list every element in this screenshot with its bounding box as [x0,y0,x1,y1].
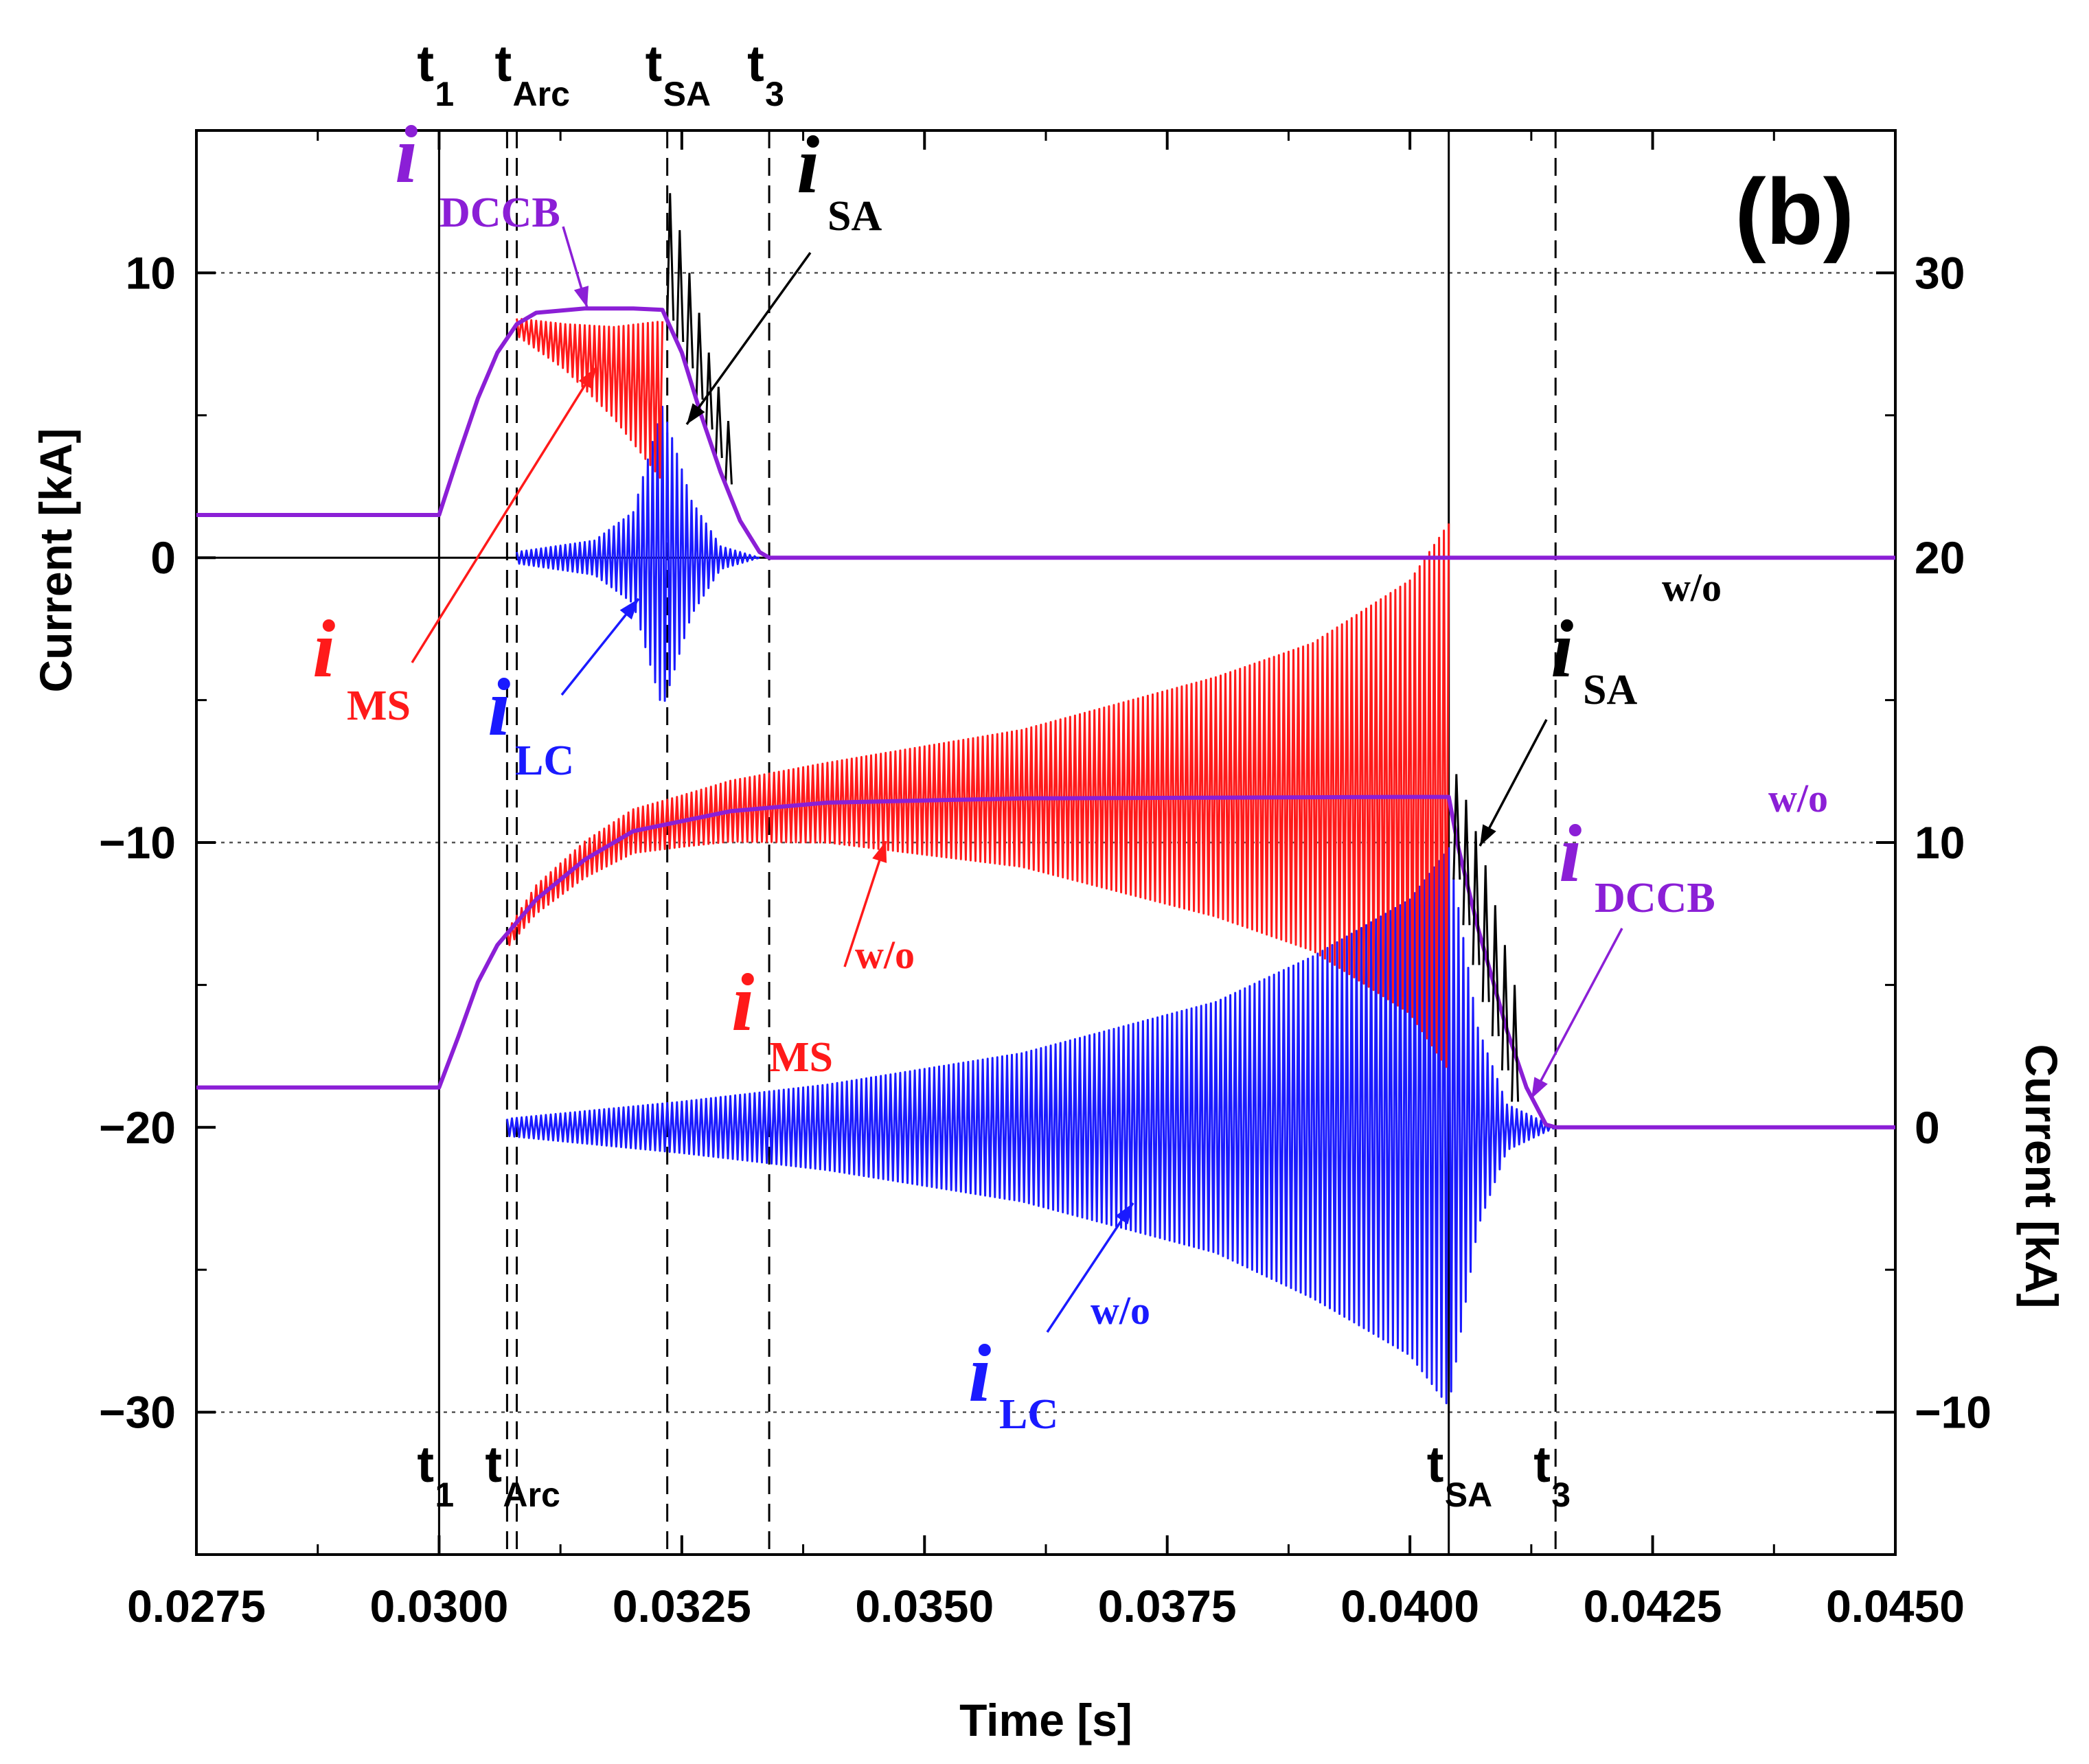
event-marker-label: t [747,35,764,92]
series-label-symbol: i [1551,603,1573,694]
series-label-subscript: LC [515,737,574,784]
grid [196,272,1895,1413]
event-marker-subscript: SA [1445,1476,1492,1514]
series-label-symbol: i [312,603,335,694]
y-right-tick-label: −10 [1915,1387,1991,1438]
series-label-superscript: w/o [1091,1288,1150,1333]
y-right-tick-label: 30 [1915,247,1965,298]
series-label-subscript: SA [827,193,882,240]
series-i-ms [516,318,664,479]
series-label-symbol: i [395,108,418,200]
x-tick-label: 0.0275 [127,1581,266,1631]
y-right-tick-label: 0 [1915,1102,1940,1153]
series-i-lc [516,405,760,702]
event-marker-subscript: 3 [765,75,784,113]
x-axis-title: Time [s] [959,1695,1132,1745]
annotation-arrow [1046,1202,1134,1333]
event-marker-subscript: Arc [513,75,570,113]
y-left-tick-label: −30 [99,1387,176,1438]
event-marker-label: t [417,35,434,92]
x-tick-label: 0.0375 [1098,1581,1237,1631]
series-label-subscript: DCCB [1595,875,1715,921]
event-marker-label: t [646,35,663,92]
annotation-arrowhead [573,286,589,308]
y-left-tick-label: 0 [150,532,176,583]
series-label-subscript: DCCB [440,190,560,236]
event-marker-label: t [1533,1436,1551,1493]
annotation-arrow [685,251,812,426]
series-label-superscript: w/o [1662,565,1722,610]
event-marker-label: t [485,1436,502,1493]
panel-label: (b) [1735,159,1854,264]
annotation-arrowhead [619,599,639,620]
event-marker-subscript: 1 [435,1476,454,1514]
series-i-dccb-wo [196,794,1895,1130]
series-label-symbol: i [731,957,754,1048]
series-label-superscript: w/o [855,932,915,977]
series-label-symbol: i [1559,807,1582,899]
annotation-arrowhead [578,367,596,389]
x-tick-label: 0.0450 [1826,1581,1965,1631]
x-tick-label: 0.0350 [855,1581,994,1631]
series-i-lc-wo [505,847,1556,1405]
annotation-arrowhead [687,403,705,424]
annotation-arrow [1479,719,1548,847]
ticks: 0.0275 0.0300 0.0325 0.0350 0.0375 0.0400 0.04… [99,129,1991,1631]
annotation-arrowhead [1480,824,1496,846]
series-label-subscript: SA [1583,667,1637,713]
annotation-arrow [1530,928,1623,1099]
event-marker-subscript: Arc [503,1476,560,1514]
series-i-sa-wo [1452,774,1520,1102]
series-i-ms-wo [505,523,1450,1068]
annotation-arrow [411,367,597,663]
series-label-symbol: i [797,119,819,210]
event-marker-label: t [495,35,512,92]
y-left-tick-label: 10 [126,247,176,298]
annotation-arrow [843,840,887,967]
event-marker-subscript: 3 [1551,1476,1571,1514]
x-tick-label: 0.0425 [1584,1581,1722,1631]
event-marker-subscript: 1 [435,75,454,113]
x-tick-label: 0.0325 [613,1581,751,1631]
y-right-tick-label: 10 [1915,817,1965,868]
annotation-arrows [411,226,1623,1333]
series [196,193,1895,1405]
series-label-superscript: w/o [1768,776,1828,821]
y-axis-title-left: Current [kA] [30,428,81,692]
series-label-subscript: MS [347,683,411,729]
series-i-sa [666,193,733,485]
y-left-tick-label: −20 [99,1102,176,1153]
annotation-arrowhead [1115,1203,1133,1225]
event-marker-subscript: SA [663,75,711,113]
x-tick-label: 0.0400 [1340,1581,1479,1631]
y-left-tick-label: −10 [99,817,176,868]
series-label-subscript: LC [999,1391,1058,1438]
series-label-symbol: i [488,661,510,753]
event-marker-label: t [1427,1436,1444,1493]
y-right-tick-label: 20 [1915,532,1965,583]
series-i-dccb [196,306,1895,560]
series-label-symbol: i [968,1327,991,1419]
series-label-subscript: MS [769,1034,833,1081]
event-marker-label: t [417,1436,434,1493]
annotation-arrowhead [872,841,887,863]
annotation-arrowhead [1531,1077,1548,1099]
x-tick-label: 0.0300 [369,1581,508,1631]
y-axis-title-right: Current [kA] [2016,1044,2067,1308]
